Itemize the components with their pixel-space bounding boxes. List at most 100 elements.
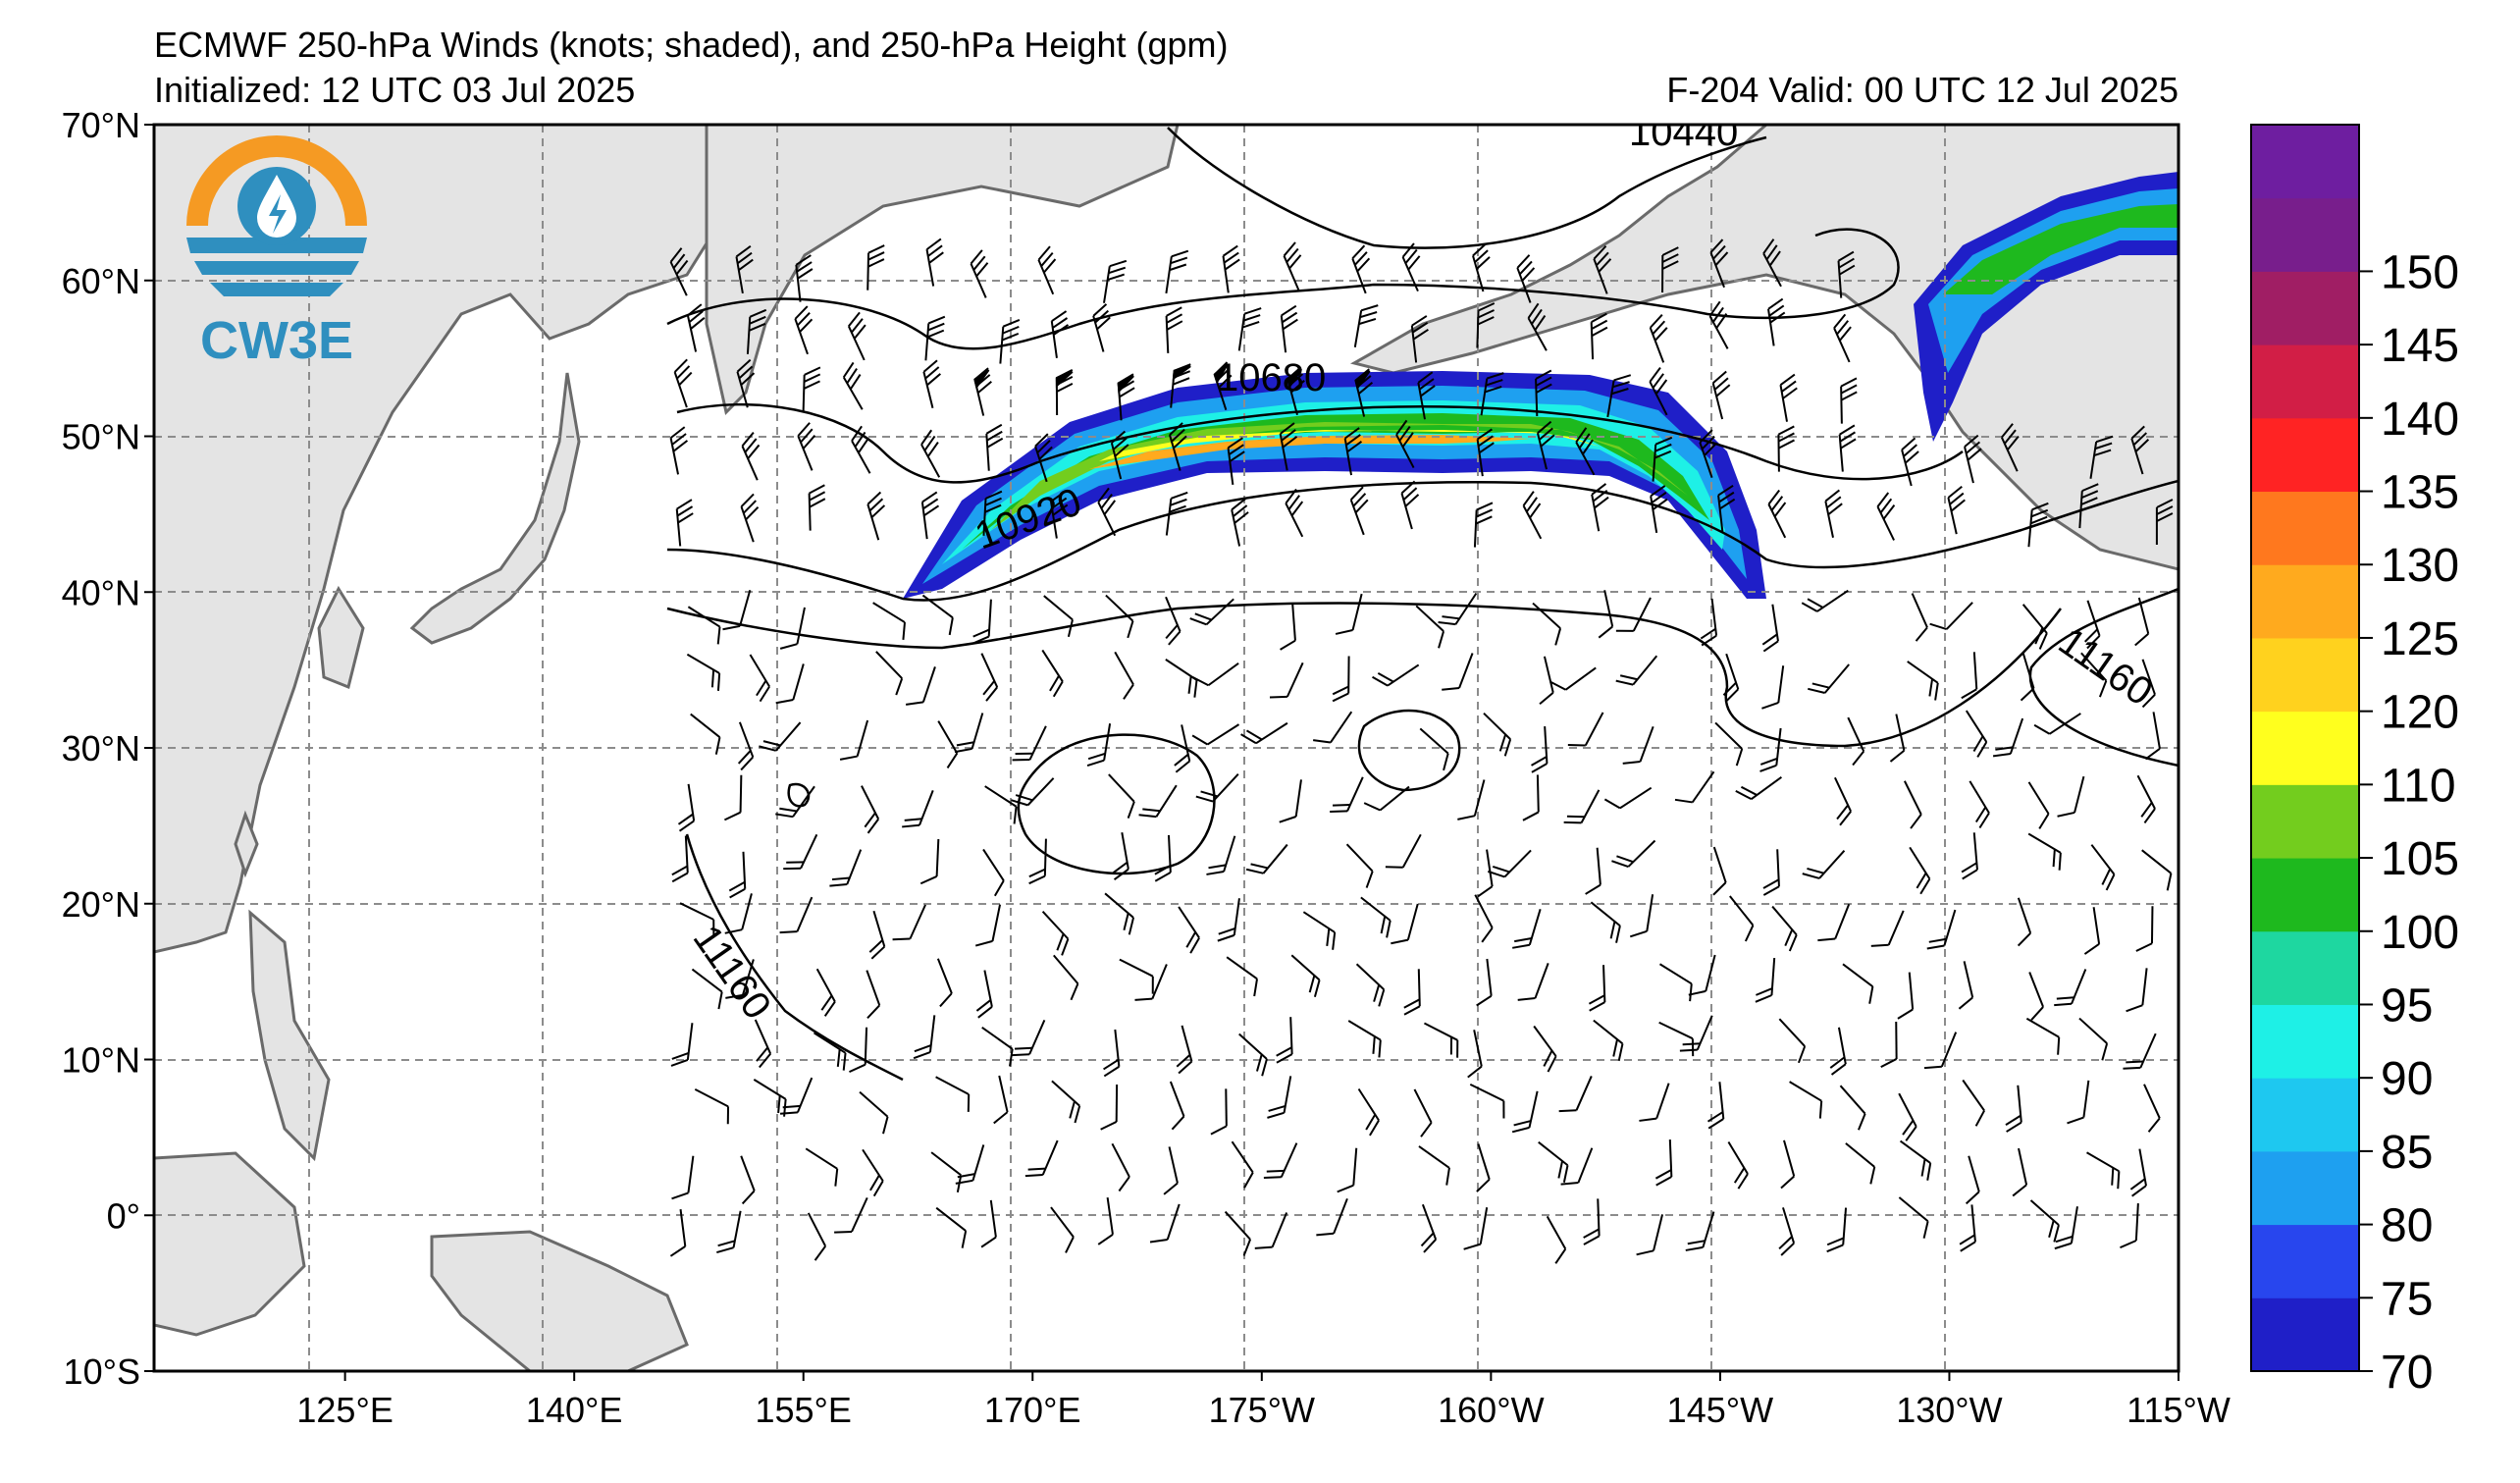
wind-barb	[2017, 897, 2032, 947]
wind-barb	[1114, 651, 1134, 700]
wind-barb	[1712, 846, 1727, 896]
colorbar-segment	[2251, 1298, 2359, 1372]
borneo-sulawesi	[154, 1151, 306, 1337]
wind-barb	[1650, 485, 1668, 534]
lon-tick-label: 170°E	[984, 1390, 1080, 1430]
colorbar-segment	[2251, 930, 2359, 1005]
wind-barb	[1053, 954, 1079, 1001]
wind-barb	[1606, 374, 1632, 418]
wind-barb	[779, 1077, 814, 1115]
wind-barb	[1516, 254, 1536, 303]
wind-barb	[1708, 300, 1729, 349]
wind-barb	[749, 654, 770, 703]
wind-barb	[1419, 727, 1449, 771]
wind-barb	[1546, 1215, 1567, 1264]
wind-barb	[1355, 963, 1386, 1007]
wind-barb	[1964, 434, 1982, 484]
logo-wave-3	[210, 283, 343, 296]
wind-barb	[1400, 480, 1420, 530]
cw3e-logo: CW3E	[186, 135, 367, 370]
wind-barb	[913, 1015, 936, 1060]
chart-title: ECMWF 250-hPa Winds (knots; shaded), and…	[154, 25, 1228, 65]
wind-barb	[1876, 492, 1896, 541]
wind-barb	[1169, 422, 1187, 471]
colorbar-tick-label: 90	[2381, 1053, 2433, 1105]
wind-barb	[1639, 1083, 1670, 1122]
wind-barb	[775, 663, 805, 705]
wind-barb	[924, 315, 946, 361]
wind-barb	[1401, 242, 1421, 292]
wind-barb	[1165, 596, 1181, 646]
land-areas	[154, 125, 2179, 1371]
wind-barb	[783, 833, 818, 871]
wind-barb	[1330, 776, 1364, 814]
wind-barb	[1335, 593, 1363, 635]
wind-barb	[1037, 245, 1057, 295]
colorbar-tick-label: 100	[2381, 907, 2459, 959]
lat-tick-label: 20°N	[62, 884, 140, 925]
wind-barb	[1154, 834, 1172, 882]
wind-barb	[1245, 843, 1288, 874]
wind-barb	[2135, 906, 2154, 952]
wind-barb	[1699, 429, 1718, 479]
wind-barb	[2027, 502, 2049, 548]
wind-barb	[687, 606, 721, 645]
wind-barb	[1517, 963, 1549, 1001]
wind-barb	[1817, 903, 1851, 942]
wind-barb	[1372, 663, 1420, 687]
wind-barb	[1903, 780, 1922, 829]
wind-barb	[2078, 483, 2099, 529]
jet-stream-shading-east	[1914, 172, 2179, 442]
lon-tick-label: 125°E	[296, 1390, 393, 1430]
height-contours	[666, 127, 2179, 1082]
colorbar-tick-label: 95	[2381, 980, 2433, 1032]
wind-barb	[1761, 665, 1785, 710]
wind-barb	[1349, 486, 1369, 536]
wind-barb	[1410, 315, 1429, 363]
jet-stream-shading	[903, 371, 1766, 599]
wind-barb	[1840, 377, 1858, 424]
wind-barb	[1575, 427, 1596, 476]
wind-barb	[1415, 605, 1445, 649]
wind-barb	[2078, 1017, 2109, 1061]
wind-barb	[1947, 485, 1966, 535]
wind-barb	[1649, 366, 1668, 416]
wind-barb	[2089, 435, 2114, 479]
wind-barb	[1169, 1081, 1185, 1131]
wind-barb	[1706, 1082, 1725, 1130]
wind-barb	[1780, 1139, 1796, 1190]
lon-tick-label: 145°W	[1667, 1390, 1773, 1430]
wind-barb	[1658, 963, 1693, 1002]
wind-barb	[1711, 370, 1731, 420]
wind-barb	[866, 244, 885, 291]
wind-barb	[1283, 241, 1302, 291]
colorbar-tick-label: 80	[2381, 1200, 2433, 1252]
wind-barb	[1213, 361, 1233, 411]
wind-barb	[1049, 490, 1069, 539]
wind-barb	[1603, 786, 1653, 810]
wind-barb	[1354, 368, 1374, 417]
wind-barb	[861, 785, 880, 834]
wind-barb	[1629, 894, 1654, 938]
wind-barb	[1700, 598, 1718, 647]
wind-barb	[1590, 312, 1608, 360]
colorbar-segment	[2251, 1078, 2359, 1152]
wind-barb	[1961, 652, 1978, 700]
wind-barb	[1779, 373, 1798, 422]
wind-barb	[1238, 1033, 1268, 1077]
wind-barb	[921, 594, 954, 636]
wind-barb	[2027, 832, 2062, 871]
wind-barb	[1104, 892, 1135, 935]
wind-barb	[2000, 423, 2020, 472]
wind-barb	[1759, 727, 1782, 772]
wind-barb	[725, 959, 755, 999]
wind-barb	[677, 783, 696, 832]
wind-barb	[1174, 724, 1191, 773]
wind-barb	[980, 653, 999, 702]
philippines	[248, 909, 331, 1162]
wind-barb	[686, 303, 706, 352]
wind-barb	[1480, 372, 1504, 416]
wind-barb	[1654, 1139, 1673, 1187]
wind-barb	[2021, 604, 2048, 650]
wind-barb	[1839, 1085, 1866, 1131]
